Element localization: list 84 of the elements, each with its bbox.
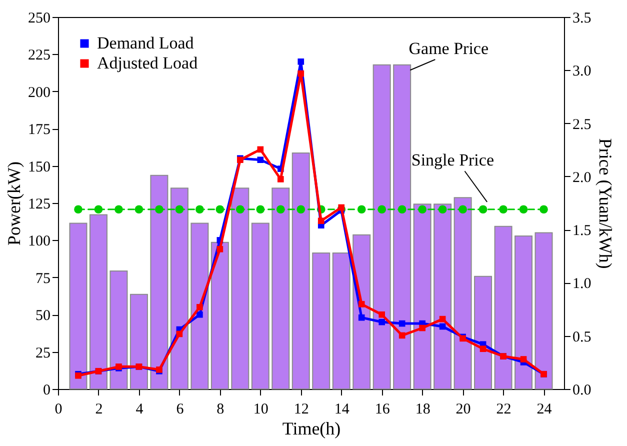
point (480, 346, 486, 352)
point (277, 176, 284, 182)
y-tick-label: 125 (28, 196, 50, 212)
bar (413, 204, 432, 390)
bar (372, 64, 391, 390)
point (338, 204, 345, 211)
legend-label: Demand Load (97, 34, 194, 52)
point (439, 323, 446, 330)
point (520, 356, 527, 362)
y2-axis-title: Price (Yuan/kWh) (595, 138, 616, 269)
bar (514, 235, 533, 390)
point (196, 304, 203, 310)
bar (69, 222, 88, 390)
bar (534, 232, 553, 390)
x-axis-title: Time(h) (282, 418, 341, 438)
text: Single Price (411, 150, 494, 170)
bar (312, 252, 330, 390)
x-tick-label: 0 (54, 402, 62, 418)
y-tick-label: 225 (28, 48, 50, 64)
x-tick-label: 20 (456, 402, 471, 418)
point (378, 318, 386, 326)
y-tick-label: 175 (28, 122, 50, 138)
point (419, 324, 426, 332)
x-tick-label: 16 (374, 402, 390, 418)
y2-tick-label: 1.0 (572, 276, 592, 292)
point (358, 314, 365, 321)
x-tick-label: 2 (95, 402, 103, 418)
legend-label: Adjusted Load (97, 54, 198, 72)
y-tick-label: 0 (43, 382, 50, 398)
x-tick-label: 18 (415, 402, 430, 418)
point (298, 70, 304, 77)
point (257, 156, 264, 164)
x-tick-label: 10 (253, 402, 268, 418)
y-tick-label: 100 (28, 234, 50, 250)
point (196, 311, 203, 318)
point (298, 58, 304, 65)
bar (251, 222, 270, 390)
x-tick-label: 14 (334, 402, 350, 418)
point (398, 332, 406, 339)
bar (231, 188, 250, 390)
point (358, 301, 365, 308)
bar (130, 294, 148, 390)
bar (272, 188, 290, 390)
y2-tick-label: 3.0 (572, 64, 592, 80)
y-tick-label: 150 (28, 159, 50, 176)
y-tick-label: 250 (28, 10, 50, 26)
point (398, 320, 406, 327)
y2-tick-label: 2.5 (572, 116, 592, 133)
y-tick-label: 50 (36, 308, 50, 324)
y-tick-label: 75 (36, 270, 50, 287)
x-tick-label: 6 (176, 402, 184, 418)
point (257, 146, 264, 153)
bar (190, 222, 209, 390)
y2-tick-label: 0.0 (572, 382, 592, 398)
x-tick-label: 8 (216, 402, 224, 418)
series-label: Game Price (408, 38, 489, 58)
bar (494, 226, 512, 390)
point (318, 218, 324, 224)
point (216, 246, 224, 252)
x-tick-label: 4 (136, 402, 144, 418)
point (176, 330, 183, 338)
y2-tick-label: 0.5 (572, 329, 592, 346)
y2-tick-label: 3.5 (572, 10, 592, 26)
point (378, 311, 386, 318)
bar (150, 174, 168, 390)
bar (210, 242, 229, 390)
bar (292, 152, 310, 390)
bar (454, 197, 472, 390)
bar (332, 252, 350, 390)
x-tick-label: 22 (496, 402, 512, 418)
y2-tick-label: 1.5 (572, 223, 592, 240)
bar (393, 64, 412, 390)
y-axis-title: Power(kW) (4, 162, 24, 246)
y-tick-label: 25 (36, 345, 50, 362)
bar (89, 214, 108, 390)
x-tick-label: 24 (536, 402, 552, 418)
y-tick-label: 200 (28, 84, 50, 101)
point (439, 316, 446, 322)
y2-tick-label: 2.0 (572, 170, 592, 186)
bar (170, 188, 188, 390)
bar (434, 204, 452, 390)
bar (474, 276, 492, 390)
bar (110, 270, 128, 390)
x-tick-label: 12 (294, 402, 309, 418)
